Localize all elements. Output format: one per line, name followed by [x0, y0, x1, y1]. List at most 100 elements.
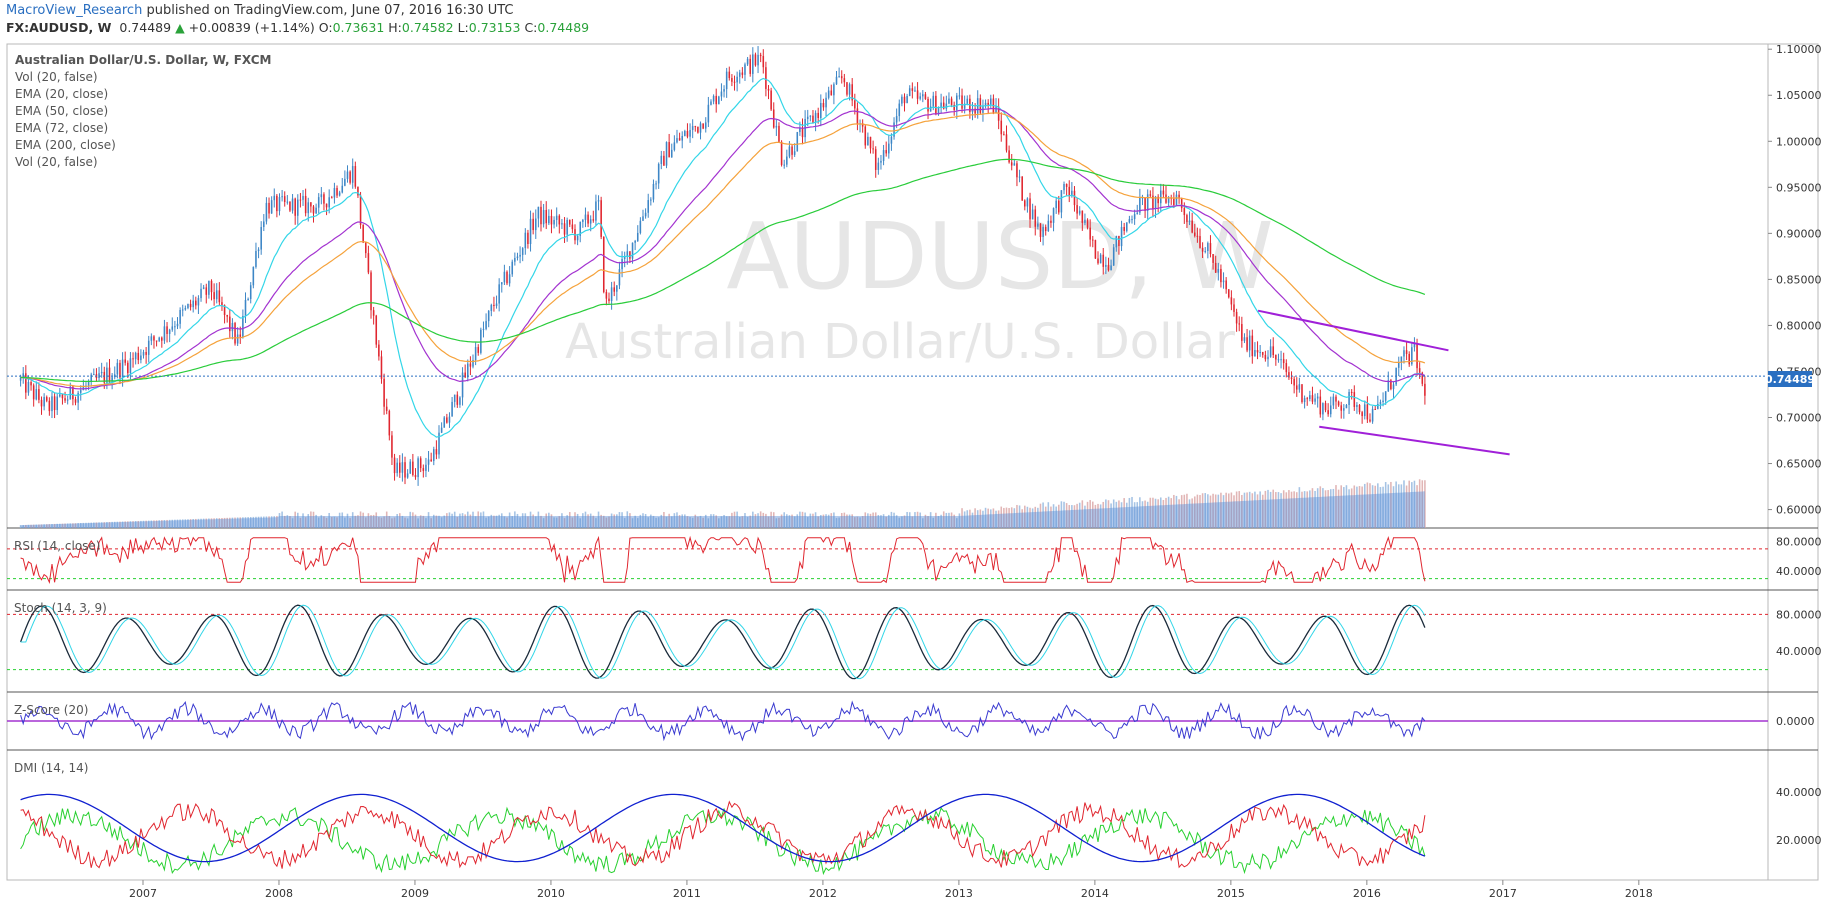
candle-body — [801, 127, 804, 138]
time-tick-label: 2018 — [1625, 887, 1653, 900]
volume-bar — [129, 521, 132, 528]
candle-body — [545, 210, 548, 224]
author-link[interactable]: MacroView_Research — [6, 3, 143, 18]
trendline-upper — [1257, 309, 1449, 352]
candle-body — [325, 203, 328, 208]
candle-body — [388, 410, 391, 436]
candle-body — [704, 122, 707, 129]
candle-body — [1191, 220, 1193, 233]
candle-body — [882, 150, 885, 161]
price-tick-label: 1.05000 — [1776, 89, 1822, 102]
candle-body — [608, 298, 610, 302]
candle-body — [1392, 384, 1395, 390]
candle-body — [127, 362, 129, 374]
candle-body — [1065, 184, 1068, 187]
candle-body — [1055, 200, 1057, 209]
volume-bar — [681, 514, 684, 528]
indicator-tick-label: 40.0000 — [1776, 645, 1822, 658]
candle-body — [179, 310, 181, 324]
candle-body — [30, 382, 32, 386]
volume-bar — [208, 518, 210, 528]
candle-body — [940, 102, 942, 108]
volume-bar — [856, 516, 859, 528]
ema20-line — [20, 77, 1426, 438]
candle-body — [529, 218, 532, 245]
volume-bar — [435, 515, 438, 528]
volume-bar — [1212, 493, 1214, 528]
candle-body — [647, 200, 650, 213]
candle-body — [1235, 311, 1238, 324]
candle-body — [1207, 243, 1209, 251]
time-axis[interactable]: 2007 2008 2009 2010 2011 2012 2013 2014 2015 2016… — [129, 880, 1653, 900]
candle-body — [602, 236, 605, 293]
volume-bar — [882, 514, 885, 528]
volume-bar — [1363, 483, 1366, 528]
candle-body — [22, 373, 24, 378]
candle-body — [1154, 196, 1157, 209]
volume-bar — [1405, 485, 1408, 528]
time-tick-label: 2007 — [129, 887, 157, 900]
candle-body — [98, 373, 100, 379]
candle-body — [1220, 268, 1222, 283]
volume-bar — [98, 522, 100, 528]
volume-bar — [464, 514, 466, 528]
volume-bar — [79, 522, 82, 528]
volume-bar — [545, 513, 548, 528]
candle-body — [1264, 354, 1267, 360]
candle-body — [702, 123, 704, 129]
volume-bar — [647, 517, 650, 528]
candle-body — [1272, 346, 1275, 356]
legend-title: Australian Dollar/U.S. Dollar, W, FXCM — [15, 53, 271, 67]
volume-bar — [425, 518, 427, 528]
candle-body — [576, 235, 579, 241]
volume-bar — [1005, 507, 1008, 528]
candle-body — [665, 142, 668, 166]
volume-bar — [85, 522, 87, 528]
candle-body — [814, 112, 817, 123]
high-value: 0.74582 — [401, 20, 454, 35]
candle-body — [919, 96, 921, 99]
volume-bar — [1387, 484, 1390, 528]
candle-body — [1405, 350, 1408, 354]
candle-body — [676, 138, 678, 143]
candle-body — [155, 340, 158, 342]
volume-bar — [38, 524, 40, 528]
candle-body — [927, 98, 929, 112]
indicator-tick-label: 0.0000 — [1776, 715, 1815, 728]
volume-bar — [956, 518, 958, 528]
volume-bar — [867, 513, 869, 528]
candle-body — [1288, 372, 1290, 378]
candle-body — [247, 298, 249, 300]
candle-body — [1290, 377, 1293, 379]
volume-bar — [524, 513, 527, 528]
time-tick-label: 2012 — [809, 887, 837, 900]
volume-bar — [626, 511, 629, 528]
volume-bar — [1353, 485, 1356, 528]
candle-body — [1050, 220, 1052, 223]
volume-bar — [1193, 496, 1196, 528]
candle-body — [610, 287, 613, 302]
volume-bar — [51, 524, 53, 528]
volume-bar — [406, 518, 409, 528]
volume-bar — [1037, 507, 1039, 528]
candle-body — [145, 352, 147, 355]
volume-bar — [315, 514, 317, 528]
volume-bar — [767, 516, 770, 528]
volume-bar — [310, 511, 312, 528]
volume-bar — [1280, 493, 1282, 528]
candle-body — [215, 290, 218, 300]
candle-body — [168, 329, 171, 334]
candle-body — [1141, 197, 1144, 199]
volume-bar — [64, 523, 66, 528]
candle-body — [809, 115, 812, 117]
volume-bar — [838, 517, 840, 528]
candle-body — [890, 136, 893, 144]
candle-body — [623, 256, 626, 259]
volume-bar — [542, 518, 545, 528]
price-tick-label: 1.10000 — [1776, 43, 1822, 56]
legend-ema50: EMA (50, close) — [15, 104, 108, 118]
volume-bar — [312, 511, 315, 528]
volume-bar — [1157, 499, 1159, 528]
volume-bar — [799, 511, 801, 528]
